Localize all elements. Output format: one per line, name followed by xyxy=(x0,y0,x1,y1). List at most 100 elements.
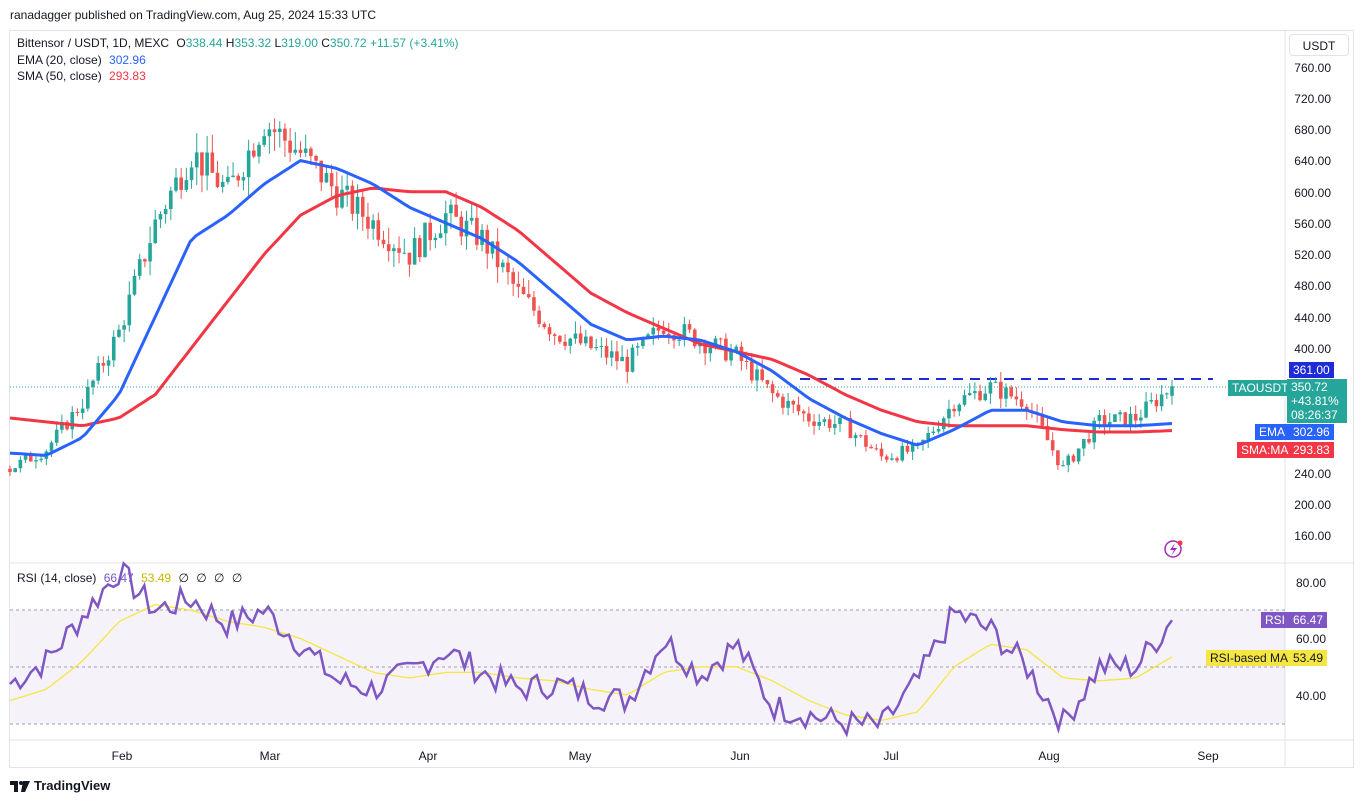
candle-body xyxy=(734,346,739,352)
candle-body xyxy=(1159,394,1164,407)
candle-body xyxy=(890,458,894,460)
candle-body xyxy=(360,196,365,217)
candle-body xyxy=(272,129,277,132)
candle-body xyxy=(713,338,718,348)
candle-body xyxy=(495,241,500,268)
time-tick: May xyxy=(569,749,592,763)
candle-body xyxy=(267,129,272,137)
rsi-tick: 60.00 xyxy=(1296,632,1326,646)
candle-body xyxy=(952,408,956,412)
candle-body xyxy=(983,393,988,401)
candle-body xyxy=(200,152,204,176)
candle-body xyxy=(205,152,209,176)
candle-body xyxy=(905,445,910,452)
candle-body xyxy=(262,136,266,145)
rsi-name-tag: RSI xyxy=(1261,612,1290,628)
open-label: O xyxy=(176,36,186,50)
candle-body xyxy=(39,458,43,461)
candle-body xyxy=(288,140,292,153)
candle-body xyxy=(54,429,59,443)
change-value: +11.57 (+3.41%) xyxy=(369,36,459,50)
sma-legend-value: 293.83 xyxy=(109,69,146,83)
candle-body xyxy=(817,421,822,426)
candle-body xyxy=(1004,387,1008,399)
currency-unit-button[interactable]: USDT xyxy=(1289,34,1349,56)
bar-countdown: 08:26:37 xyxy=(1291,408,1338,422)
candle-body xyxy=(340,189,344,208)
candle-body xyxy=(70,411,75,430)
candle-body xyxy=(34,460,38,462)
candle-body xyxy=(1102,415,1107,426)
candle-body xyxy=(547,327,552,335)
candle-body xyxy=(807,413,811,422)
time-tick: Mar xyxy=(260,749,281,763)
candle-body xyxy=(13,468,17,473)
time-tick: Apr xyxy=(419,749,438,763)
candle-body xyxy=(1056,450,1060,466)
sma-name-tag: SMA:MA xyxy=(1237,442,1293,458)
chart-frame xyxy=(9,30,1354,768)
candle-body xyxy=(584,336,588,344)
price-tick: 760.00 xyxy=(1294,61,1331,75)
price-tick: 240.00 xyxy=(1294,467,1331,481)
candle-body xyxy=(677,339,681,341)
low-value: 319.00 xyxy=(281,36,318,50)
ema-legend-label: EMA (20, close) xyxy=(17,53,102,67)
candle-body xyxy=(589,336,593,349)
candle-body xyxy=(117,329,121,337)
candle-body xyxy=(194,152,199,168)
candle-body xyxy=(350,185,355,214)
rsi-extra: ∅ xyxy=(214,571,225,585)
candle-body xyxy=(469,217,474,221)
resistance-price-tag: 361.00 xyxy=(1289,362,1334,378)
candle-body xyxy=(1014,396,1019,400)
sma-line xyxy=(9,186,1173,434)
candle-body xyxy=(18,459,23,469)
candle-body xyxy=(1118,412,1122,415)
candle-body xyxy=(1061,465,1065,467)
price-tick: 480.00 xyxy=(1294,279,1331,293)
alert-lightning-icon[interactable] xyxy=(1164,540,1183,558)
rsi-ma-value-tag: 53.49 xyxy=(1289,650,1328,666)
candle-body xyxy=(1087,438,1091,443)
rsi-tick: 80.00 xyxy=(1296,576,1326,590)
candle-body xyxy=(558,335,562,342)
close-value: 350.72 xyxy=(329,36,367,50)
ticker-tag: TAOUSDT xyxy=(1228,380,1293,396)
candle-body xyxy=(226,177,230,182)
candle-body xyxy=(96,363,100,381)
candle-body xyxy=(309,148,313,157)
candle-body xyxy=(246,150,251,178)
rsi-legend-value: 66.47 xyxy=(103,571,134,585)
candle-body xyxy=(158,214,163,220)
rsi-extra: ∅ xyxy=(178,571,189,585)
candle-body xyxy=(532,297,536,311)
candle-body xyxy=(796,404,801,412)
candle-body xyxy=(864,435,868,447)
candle-body xyxy=(895,458,899,461)
candle-body xyxy=(1019,399,1024,407)
candle-body xyxy=(179,177,183,190)
price-tick: 160.00 xyxy=(1294,529,1331,543)
candle-body xyxy=(801,411,806,414)
candle-body xyxy=(661,330,666,334)
candle-body xyxy=(568,338,573,346)
candle-body xyxy=(106,360,111,366)
candle-body xyxy=(28,454,33,462)
tradingview-logo[interactable]: TradingView xyxy=(10,778,110,793)
candle-body xyxy=(822,419,827,422)
candle-body xyxy=(1071,455,1076,462)
candle-body xyxy=(303,148,308,153)
tradingview-logo-icon xyxy=(10,780,30,792)
candle-body xyxy=(438,233,443,238)
candle-body xyxy=(900,445,905,461)
candle-body xyxy=(1113,414,1117,423)
candle-body xyxy=(122,325,126,330)
candle-body xyxy=(604,346,609,358)
candle-body xyxy=(132,275,137,295)
candle-body xyxy=(884,456,889,460)
price-tick: 440.00 xyxy=(1294,311,1331,325)
rsi-ma-name-tag: RSI-based MA xyxy=(1206,650,1293,666)
ema-legend-value: 302.96 xyxy=(109,53,146,67)
